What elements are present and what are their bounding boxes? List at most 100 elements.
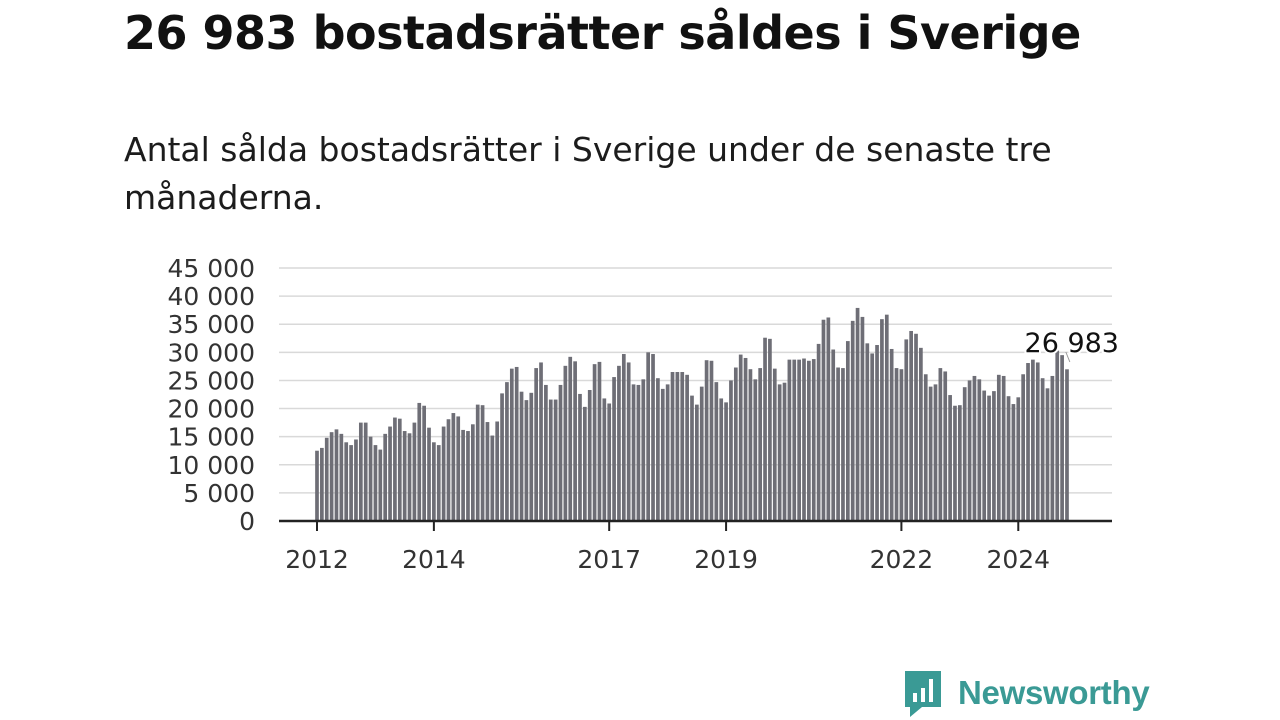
bar <box>656 378 660 521</box>
bar <box>670 372 675 521</box>
bar <box>607 403 612 521</box>
bar <box>782 382 787 521</box>
bar <box>972 375 977 521</box>
bar <box>505 382 509 521</box>
bar <box>855 307 860 521</box>
bar <box>636 384 641 521</box>
bar <box>539 362 543 521</box>
bar <box>894 368 899 521</box>
bar <box>962 387 967 521</box>
bar <box>1040 378 1045 521</box>
bar <box>1055 350 1060 521</box>
bar <box>617 365 621 521</box>
bar <box>719 398 724 521</box>
bar <box>573 361 577 521</box>
bar <box>583 406 587 521</box>
bar <box>743 357 748 521</box>
bar <box>850 320 855 521</box>
bar <box>427 427 431 521</box>
x-tick-label: 2014 <box>402 545 466 574</box>
bar <box>880 319 884 521</box>
bar <box>933 384 938 521</box>
bar <box>768 338 772 521</box>
page-title: 26 983 bostadsrätter såldes i Sverige <box>124 6 1081 60</box>
bar <box>943 371 948 521</box>
bar <box>797 359 801 521</box>
bar <box>368 436 373 521</box>
bar <box>967 380 972 521</box>
bar <box>680 372 685 521</box>
y-tick-label: 20 000 <box>168 395 255 424</box>
bar <box>558 384 563 521</box>
bar <box>953 405 957 521</box>
bar <box>923 374 928 521</box>
bar <box>909 330 913 521</box>
bar <box>758 368 763 521</box>
bar <box>695 404 699 521</box>
bar <box>456 416 461 521</box>
bar <box>870 353 875 521</box>
bar <box>1001 375 1006 521</box>
y-tick-label: 40 000 <box>168 282 255 311</box>
y-tick-label: 35 000 <box>168 310 255 339</box>
bar <box>729 380 733 521</box>
bar <box>1011 404 1016 521</box>
bar <box>315 450 319 521</box>
bar <box>948 395 952 521</box>
bar <box>763 337 767 521</box>
bar <box>646 352 651 521</box>
bar <box>709 360 714 521</box>
bar <box>996 374 1001 521</box>
bar <box>378 449 383 521</box>
bar <box>514 366 519 521</box>
x-tick-label: 2017 <box>577 545 641 574</box>
bar <box>699 386 704 521</box>
bar <box>982 390 987 521</box>
bar <box>344 442 349 521</box>
bar <box>524 400 529 521</box>
bar <box>553 399 558 521</box>
bar <box>651 354 655 521</box>
bar <box>621 354 626 521</box>
page-subtitle: Antal sålda bostadsrätter i Sverige unde… <box>124 130 1052 217</box>
bar <box>875 345 879 521</box>
bar <box>461 429 465 521</box>
bar <box>753 379 758 521</box>
bar <box>548 399 553 521</box>
bar <box>358 422 363 521</box>
bar <box>787 359 792 521</box>
bar <box>412 422 417 521</box>
bar <box>914 333 918 521</box>
bar <box>422 405 426 521</box>
bar <box>889 348 894 521</box>
bar <box>777 384 782 521</box>
bar <box>904 339 909 521</box>
bar <box>334 429 339 521</box>
bar <box>987 395 991 521</box>
bar <box>714 382 719 521</box>
bar <box>470 424 475 521</box>
bar <box>446 419 451 521</box>
bar <box>373 445 378 521</box>
bar <box>724 402 728 521</box>
x-tick-label: 2022 <box>870 545 934 574</box>
x-axis-ticks: 2012 2014 2017 2019 2022 2024 <box>285 521 1050 574</box>
y-tick-label: 25 000 <box>168 366 255 395</box>
bar <box>1060 355 1064 521</box>
bar <box>748 369 753 521</box>
bar <box>432 442 436 521</box>
bar <box>992 391 996 521</box>
newsworthy-logo: Newsworthy <box>902 668 1150 718</box>
bar <box>665 384 670 521</box>
bars <box>315 307 1069 521</box>
y-tick-label: 0 <box>239 507 255 536</box>
bar <box>675 372 680 521</box>
x-tick-label: 2024 <box>986 545 1050 574</box>
bar <box>509 368 514 521</box>
bar <box>417 402 422 521</box>
bar <box>407 433 412 521</box>
bar <box>899 369 904 521</box>
bar <box>363 422 368 521</box>
y-tick-label: 45 000 <box>168 254 255 283</box>
